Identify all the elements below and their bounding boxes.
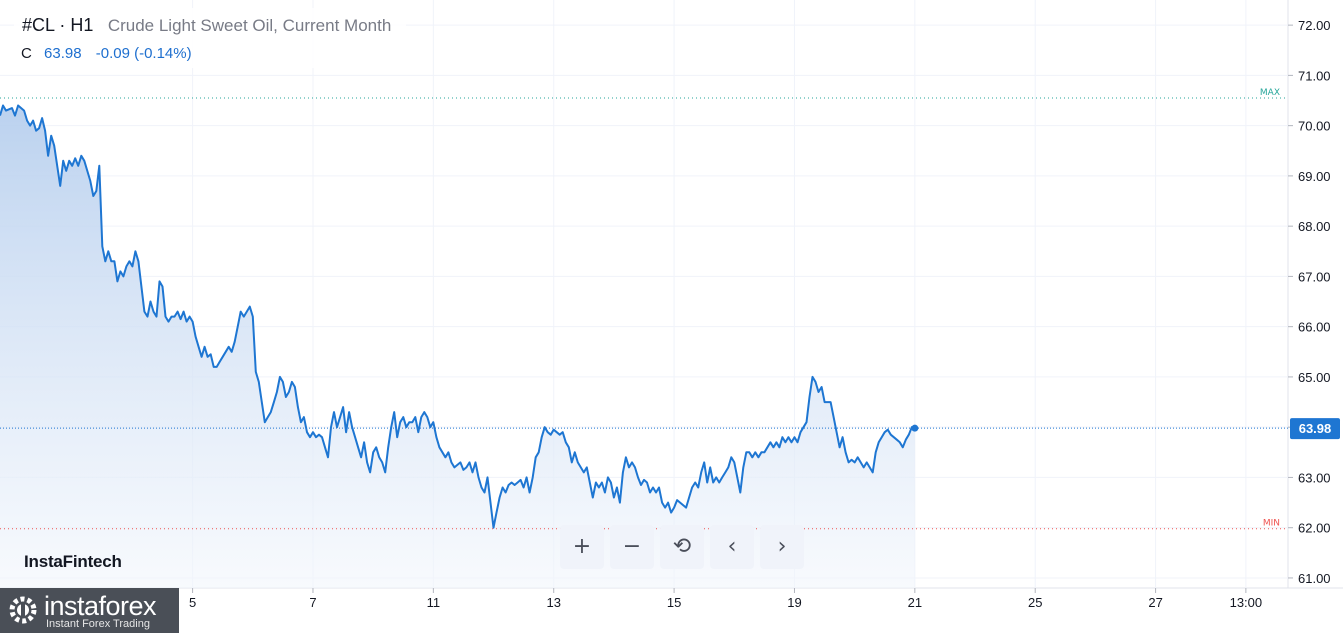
x-tick-label: 11	[427, 595, 441, 610]
x-tick-label: 27	[1148, 595, 1162, 610]
last-price-badge	[1290, 418, 1340, 440]
watermark-name: instaforex	[44, 591, 157, 621]
y-tick-label: 68.00	[1298, 219, 1331, 234]
price-change: -0.09 (-0.14%)	[95, 45, 192, 62]
x-tick-label: 15	[667, 595, 681, 610]
y-tick-label: 66.00	[1298, 320, 1331, 335]
instrument-title: Crude Light Sweet Oil, Current Month	[107, 16, 392, 35]
x-tick-label: 5	[189, 595, 196, 610]
zoom-in-button[interactable]: +	[560, 525, 604, 569]
x-tick-label: 19	[787, 595, 801, 610]
y-tick-label: 67.00	[1298, 269, 1331, 284]
brand-logo: InstaFintech	[24, 552, 122, 571]
reset-button[interactable]: ⟲	[660, 525, 704, 569]
y-axis: 72.00 71.00 70.00 69.00 68.00 67.00 66.00 65.00…	[1288, 18, 1331, 586]
last-point-marker	[911, 424, 919, 432]
price-line	[0, 104, 916, 529]
price-area-fill	[0, 105, 915, 588]
zoom-out-button[interactable]: −	[610, 525, 654, 569]
y-tick-label: 71.00	[1298, 68, 1331, 83]
y-tick-label: 65.00	[1298, 370, 1331, 385]
x-tick-label: 21	[908, 595, 922, 610]
chart-legend: #CL · H1 Crude Light Sweet Oil, Current …	[14, 8, 406, 68]
x-tick-label: 25	[1028, 595, 1042, 610]
instaforex-watermark: instaforex Instant Forex Trading	[0, 588, 179, 633]
y-tick-label: 61.00	[1298, 571, 1331, 586]
min-label: MIN	[1263, 519, 1280, 529]
close-value: 63.98	[44, 45, 82, 62]
y-tick-label: 63.00	[1298, 470, 1331, 485]
watermark-tagline: Instant Forex Trading	[46, 618, 150, 630]
gear-logo-icon	[9, 596, 37, 624]
x-tick-label: 13:00	[1230, 595, 1263, 610]
x-axis: 5 7 11 13 15 19 21 25 27 13:00	[189, 588, 1262, 610]
scroll-left-button[interactable]: ‹	[710, 525, 754, 569]
y-tick-label: 62.00	[1298, 521, 1331, 536]
symbol-label[interactable]: #CL · H1	[22, 15, 94, 35]
y-tick-label: 70.00	[1298, 119, 1331, 134]
x-tick-label: 13	[546, 595, 560, 610]
x-tick-label: 7	[309, 595, 316, 610]
y-tick-label: 72.00	[1298, 18, 1331, 33]
last-price-badge-label: 63.98	[1299, 421, 1332, 436]
close-label: C	[21, 45, 32, 62]
max-label: MAX	[1260, 88, 1280, 98]
y-tick-label: 69.00	[1298, 169, 1331, 184]
scroll-right-button[interactable]: ›	[760, 525, 804, 569]
